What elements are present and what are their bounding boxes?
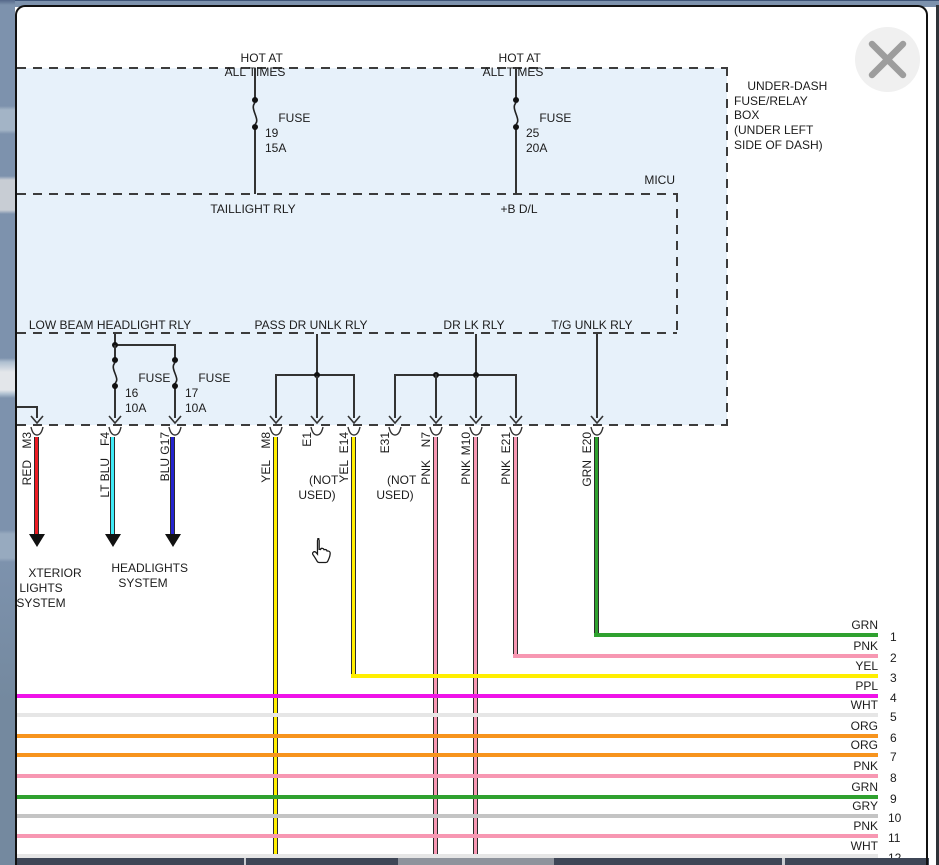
- wiring-diagram-viewer: HOT ATALL TIMES HOT ATALL TIMES UNDER-DA…: [0, 0, 939, 865]
- close-icon: [855, 27, 920, 92]
- canvas-border: [15, 5, 928, 865]
- hand-cursor-icon: [308, 536, 334, 568]
- close-button[interactable]: [855, 27, 920, 92]
- frame-left-strip: [0, 0, 15, 865]
